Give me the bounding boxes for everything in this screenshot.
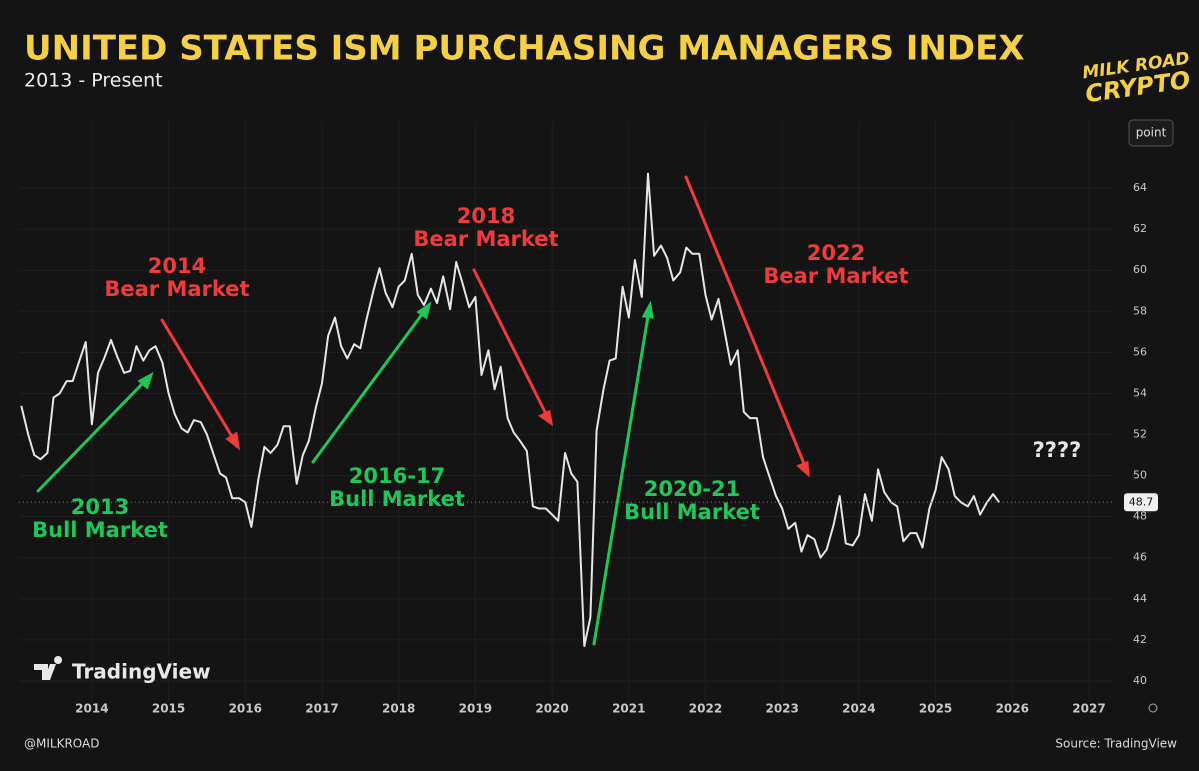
y-tick-label: 42 [1133,633,1147,646]
x-tick-label: 2025 [919,702,952,716]
y-tick-label: 52 [1133,428,1147,441]
annotation: Bull Market [32,518,168,542]
y-tick-label: 50 [1133,469,1147,482]
watermark: TradingView [34,656,211,684]
annotation: 2020-21 [644,477,740,501]
annotation: 2013 [71,495,129,519]
annotation: ???? [1033,438,1082,462]
chart-subtitle: 2013 - Present [24,70,163,92]
y-tick-label: 62 [1133,222,1147,235]
x-tick-label: 2019 [459,702,492,716]
x-tick-label: 2023 [765,702,798,716]
y-tick-label: 56 [1133,345,1147,358]
x-tick-label: 2017 [305,702,338,716]
y-tick-label: 48 [1133,510,1147,523]
last-value-label: 48.7 [1129,495,1154,508]
settings-icon[interactable] [1148,703,1158,713]
series-line [20,172,1001,647]
x-tick-label: 2014 [75,702,108,716]
y-tick-label: 54 [1133,386,1147,399]
y-tick-label: 44 [1133,592,1147,605]
grid: 40 42 44 46 48 50 52 54 56 58 60 62 64 2014 2015 2016 20… [19,122,1147,716]
annotation: 2016-17 [349,464,445,488]
x-tick-label: 2020 [535,702,568,716]
x-tick-label: 2018 [382,702,415,716]
source: Source: TradingView [1055,737,1177,751]
annotation: 2018 [457,204,515,228]
chart-title: UNITED STATES ISM PURCHASING MANAGERS IN… [24,29,1025,69]
x-tick-label: 2016 [229,702,262,716]
annotation: 2014 [148,254,206,278]
x-tick-label: 2024 [842,702,875,716]
x-tick-label: 2022 [689,702,722,716]
x-tick-label: 2027 [1072,702,1105,716]
annotation: Bull Market [624,500,760,524]
arrows [36,175,810,646]
handle: @MILKROAD [24,737,99,751]
scale-button-label[interactable]: point [1136,126,1167,140]
x-tick-label: 2026 [996,702,1029,716]
y-tick-label: 40 [1133,674,1147,687]
plot-area [20,172,1001,647]
annotation: Bear Market [763,264,908,288]
x-tick-label: 2021 [612,702,645,716]
y-tick-label: 60 [1133,263,1147,276]
annotation: Bull Market [329,487,465,511]
last-value-box [1124,493,1158,512]
x-tick-label: 2015 [152,702,185,716]
annotation: Bear Market [413,227,558,251]
y-tick-label: 46 [1133,551,1147,564]
y-tick-label: 58 [1133,304,1147,317]
y-tick-label: 64 [1133,181,1147,194]
watermark-text: TradingView [72,660,211,684]
annotation: Bear Market [104,277,249,301]
annotation: 2022 [807,241,865,265]
scale-button[interactable] [1128,119,1174,147]
